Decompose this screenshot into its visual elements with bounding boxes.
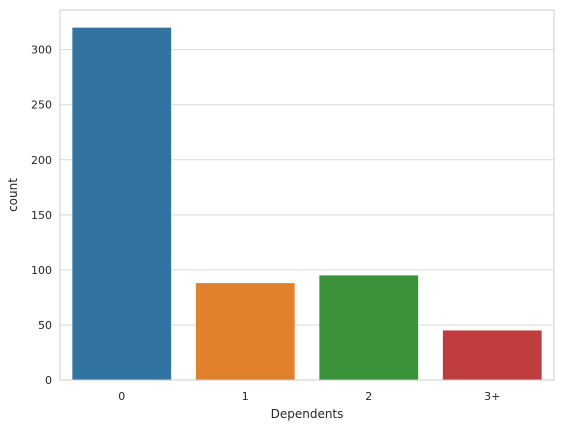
y-tick-label: 0 (45, 374, 52, 387)
bar-1 (195, 283, 295, 380)
x-tick-labels: 0 1 2 3+ (118, 390, 500, 403)
x-tick-label: 1 (242, 390, 249, 403)
y-tick-label: 50 (38, 319, 52, 332)
y-tick-label: 150 (31, 209, 52, 222)
y-tick-label: 300 (31, 44, 52, 57)
y-tick-label: 250 (31, 99, 52, 112)
x-tick-label: 0 (118, 390, 125, 403)
y-tick-label: 100 (31, 264, 52, 277)
y-axis-label: count (6, 178, 20, 212)
bar-2 (319, 275, 419, 380)
x-axis-label: Dependents (271, 407, 344, 421)
bar-3-plus (442, 330, 542, 380)
y-tick-label: 200 (31, 154, 52, 167)
x-tick-label: 3+ (484, 390, 500, 403)
x-tick-label: 2 (365, 390, 372, 403)
bar-0 (72, 27, 172, 380)
plot-frame (59, 9, 555, 381)
bars (72, 27, 542, 380)
y-tick-labels: 0 50 100 150 200 250 300 (31, 44, 52, 387)
